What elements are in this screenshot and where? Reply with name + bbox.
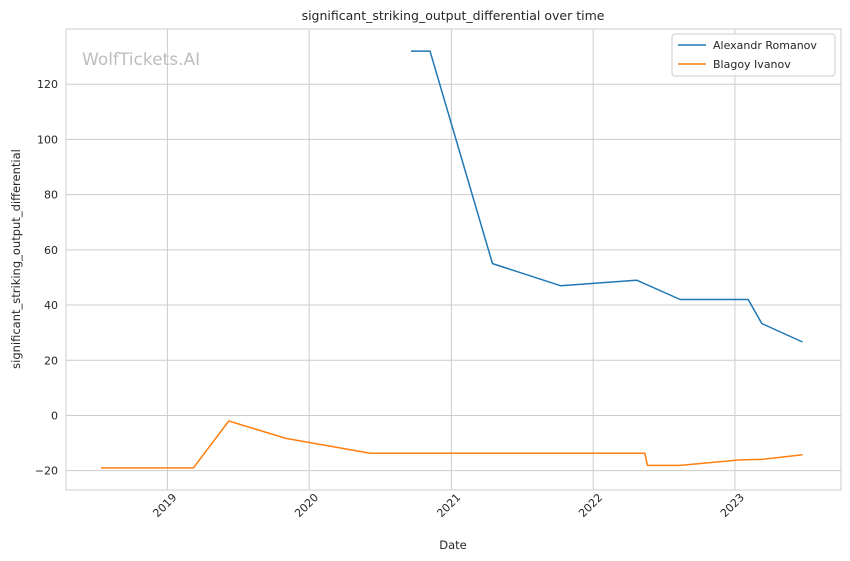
x-tick-label: 2021 xyxy=(434,491,463,520)
legend-box xyxy=(671,33,836,77)
grid-lines xyxy=(66,29,841,490)
x-tick-label: 2019 xyxy=(150,491,179,520)
series-line-blagoy-ivanov xyxy=(101,420,803,469)
watermark: WolfTickets.AI xyxy=(82,50,200,70)
y-tick-label: 120 xyxy=(37,78,58,91)
legend-label: Alexandr Romanov xyxy=(713,39,817,52)
plot-frame xyxy=(65,28,842,491)
x-tick-label: 2020 xyxy=(292,491,321,520)
y-tick-label: 40 xyxy=(44,299,58,312)
series-lines xyxy=(101,50,803,469)
legend: Alexandr Romanov Blagoy Ivanov xyxy=(671,33,836,77)
x-tick-label: 2022 xyxy=(576,491,605,520)
y-tick-labels: −20 0 20 40 60 80 100 120 xyxy=(35,78,58,477)
x-tick-labels: 2019 2020 2021 2022 2023 xyxy=(150,491,747,520)
chart-title: significant_striking_output_differential… xyxy=(302,8,605,23)
x-tick-label: 2023 xyxy=(718,491,747,520)
y-tick-label: 60 xyxy=(44,244,58,257)
y-tick-label: 80 xyxy=(44,189,58,202)
legend-label: Blagoy Ivanov xyxy=(713,58,791,71)
series-line-alexandr-romanov xyxy=(411,50,803,343)
y-axis-label: significant_striking_output_differential xyxy=(9,149,23,369)
y-tick-label: 20 xyxy=(44,354,58,367)
y-tick-label: 100 xyxy=(37,133,58,146)
y-tick-label: −20 xyxy=(35,465,58,478)
y-tick-label: 0 xyxy=(51,409,58,422)
x-axis-label: Date xyxy=(439,538,467,552)
